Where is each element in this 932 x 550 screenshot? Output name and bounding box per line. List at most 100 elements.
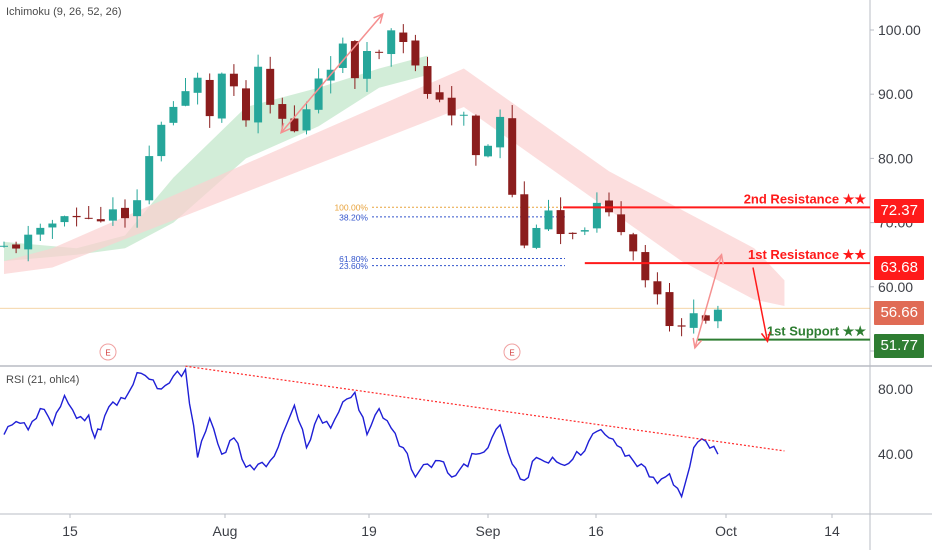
last-price-badge: 56.66 (874, 301, 924, 325)
cloud-band-1 (4, 68, 785, 307)
candle-body (133, 200, 142, 217)
rsi-pane (3, 365, 785, 499)
candle-body (568, 232, 577, 234)
candle-body (556, 210, 565, 235)
candle-body (411, 40, 420, 66)
candle-body (617, 214, 626, 233)
time-tick-label: Oct (715, 523, 737, 539)
candle-body (520, 194, 529, 246)
rsi-legend[interactable]: RSI (21, ohlc4) (6, 374, 80, 386)
ichimoku-legend[interactable]: Ichimoku (9, 26, 52, 26) (6, 6, 122, 18)
candle-body (290, 118, 299, 132)
candle-body (701, 315, 710, 321)
candle-body (12, 244, 21, 249)
candle-body (375, 51, 384, 53)
candle-body (193, 77, 202, 93)
candle-body (459, 114, 468, 116)
s1-price-badge: 51.77 (874, 334, 924, 358)
candle-body (84, 217, 93, 219)
price-tick-label: 100.00 (878, 22, 921, 38)
candle-body (677, 325, 686, 327)
r2-price-badge: 72.37 (874, 199, 924, 223)
earnings-marker-0 (99, 343, 117, 361)
candle-body (605, 200, 613, 213)
candle-body (278, 104, 287, 119)
candle-body (592, 202, 601, 229)
candle-body (157, 124, 166, 157)
candle-body (713, 309, 722, 322)
candle-body (484, 145, 492, 157)
candle-body (266, 68, 275, 105)
candle-body (423, 66, 432, 94)
time-tick-label: 16 (588, 523, 604, 539)
rsi-trendline (185, 365, 785, 452)
candle-body (217, 73, 226, 119)
candle-body (447, 97, 456, 116)
fib-label-0: 100.00% (334, 203, 368, 213)
bounce-measure-arrow (694, 254, 723, 348)
candle-body (544, 210, 553, 230)
earnings-marker-label-0: E (105, 349, 110, 358)
rsi-line (3, 367, 719, 499)
candle-body (363, 50, 371, 79)
time-tick-label: 15 (62, 523, 78, 539)
bounce-measure-arrow-head (714, 253, 724, 265)
fib-label-2: 61.80% (339, 254, 368, 264)
time-tick-label: Aug (213, 523, 238, 539)
candle-body (641, 252, 650, 281)
candle-body (36, 227, 45, 235)
candle-body (338, 43, 347, 68)
candle-body (302, 109, 311, 131)
fibonacci-levels: 100.00%38.20% 61.80%23.60% (0, 203, 870, 309)
candle-body (0, 245, 8, 247)
time-tick-label: Sep (476, 523, 501, 539)
candle-body (242, 88, 250, 121)
candle-body (689, 313, 698, 328)
rally-measure-arrow-tail (279, 122, 291, 135)
candle-body (121, 207, 129, 219)
time-tick-label: 19 (361, 523, 377, 539)
candle-body (629, 234, 638, 252)
candle-body (254, 66, 263, 123)
time-tick-label: 14 (824, 523, 840, 539)
price-candles (0, 24, 722, 337)
support-resistance-levels: 2nd Resistance ★★ 1st Resistance ★★ 1st Su… (563, 191, 870, 341)
candle-body (471, 115, 480, 156)
rally-measure-arrow-head (373, 12, 384, 24)
bounce-measure-arrow-tail (692, 337, 703, 350)
candle-body (60, 216, 69, 223)
rsi-tick-label: 40.00 (878, 446, 913, 462)
candle-body (96, 219, 105, 222)
rally-measure-arrow (280, 13, 384, 134)
earnings-marker-label-1: E (509, 349, 514, 358)
price-pane-bg (0, 0, 870, 364)
level-label-0: 2nd Resistance ★★ (744, 191, 867, 206)
candle-body (145, 156, 154, 201)
candle-body (314, 78, 323, 110)
candle-body (435, 92, 444, 100)
fib-label-3: 23.60% (339, 261, 368, 271)
candle-body (532, 227, 541, 248)
earnings-marker-1 (503, 343, 521, 361)
candle-body (508, 118, 517, 195)
level-label-1: 1st Resistance ★★ (748, 247, 866, 262)
price-tick-label: 60.00 (878, 279, 913, 295)
candle-body (48, 223, 57, 228)
candle-body (229, 73, 238, 87)
candle-body (665, 292, 674, 327)
candle-body (399, 32, 408, 42)
projected-drop-arrow-head (760, 331, 771, 344)
candle-body (350, 41, 359, 79)
candle-body (387, 30, 396, 55)
level-label-2: 1st Support ★★ (767, 324, 866, 339)
axes: 100.0090.0080.0070.0060.0050.0080.0040.0… (62, 22, 921, 539)
candle-body (181, 91, 190, 106)
price-tick-label: 90.00 (878, 86, 913, 102)
candle-body (496, 116, 505, 148)
fib-label-1: 38.20% (339, 212, 368, 222)
rsi-tick-label: 80.00 (878, 381, 913, 397)
r1-price-badge: 63.68 (874, 256, 924, 280)
